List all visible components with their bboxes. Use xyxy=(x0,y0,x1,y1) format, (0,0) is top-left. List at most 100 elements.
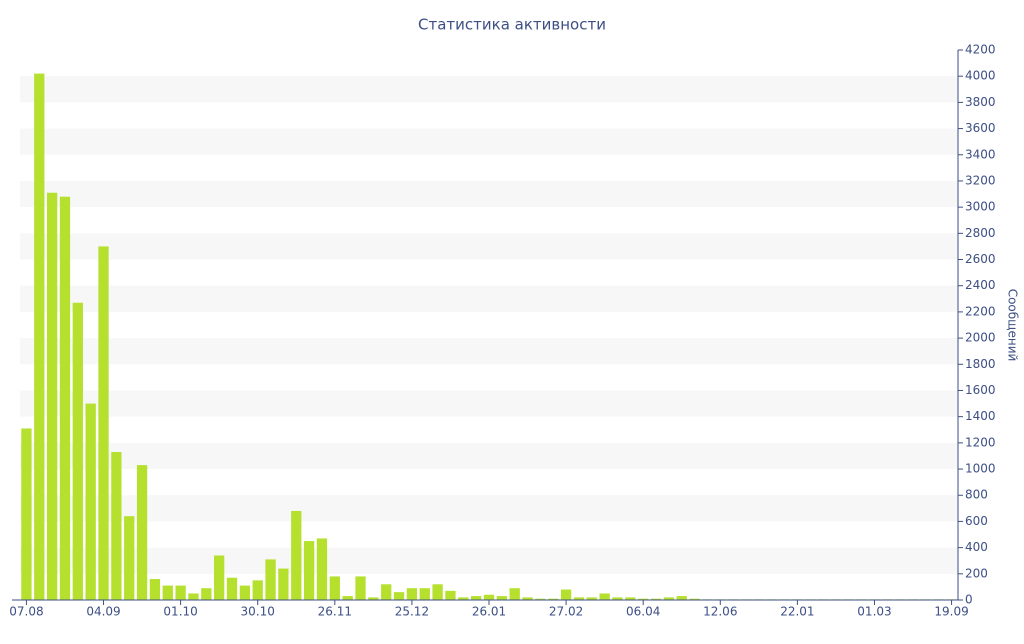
bar xyxy=(98,246,109,600)
grid-band xyxy=(20,285,958,312)
grid-band xyxy=(20,442,958,470)
y-tick-label: 1000 xyxy=(965,462,996,476)
y-tick-label: 1400 xyxy=(965,409,996,423)
bar xyxy=(124,516,135,600)
y-tick-label: 3400 xyxy=(965,147,996,161)
grid-band xyxy=(20,547,958,574)
bar xyxy=(522,597,533,600)
grid-band xyxy=(20,128,958,155)
bar xyxy=(368,597,379,600)
y-tick-label: 1800 xyxy=(965,357,996,371)
bar xyxy=(136,465,148,600)
y-tick-label: 400 xyxy=(965,540,988,554)
y-tick-label: 4200 xyxy=(965,43,996,57)
bar xyxy=(85,403,96,600)
y-tick-label: 1200 xyxy=(965,435,996,449)
bar xyxy=(496,596,507,600)
x-tick-label: 01.10 xyxy=(163,605,197,619)
y-tick-label: 0 xyxy=(965,593,973,607)
grid-band xyxy=(20,338,958,365)
bar xyxy=(509,588,520,600)
y-axis-title: Сообщений xyxy=(1006,289,1020,362)
bar xyxy=(201,588,212,600)
bar xyxy=(59,196,71,600)
bar xyxy=(560,589,572,600)
bar xyxy=(291,510,302,600)
bar xyxy=(406,588,418,600)
bar xyxy=(316,538,328,600)
bar xyxy=(419,588,430,600)
y-tick-label: 2800 xyxy=(965,226,996,240)
chart-title: Статистика активности xyxy=(418,16,606,34)
grid-band xyxy=(20,180,958,208)
y-tick-label: 3000 xyxy=(965,200,996,214)
bar xyxy=(342,596,353,600)
y-tick-label: 3200 xyxy=(965,173,996,187)
bar xyxy=(34,73,45,601)
y-tick-label: 1600 xyxy=(965,383,996,397)
bar xyxy=(650,598,662,600)
bar xyxy=(303,541,315,600)
bar xyxy=(638,598,649,600)
y-tick-label: 3800 xyxy=(965,95,996,109)
bar xyxy=(586,597,597,600)
bar xyxy=(329,576,340,600)
x-tick-label: 30.10 xyxy=(241,605,275,619)
bar xyxy=(612,597,623,600)
bar xyxy=(111,452,122,600)
y-tick-label: 2200 xyxy=(965,304,996,318)
bar xyxy=(188,593,199,600)
bar xyxy=(72,302,83,600)
y-tick-label: 800 xyxy=(965,488,988,502)
grid-band xyxy=(20,390,958,417)
bar xyxy=(252,580,263,600)
x-tick-label: 19.09 xyxy=(934,605,968,619)
x-tick-label: 26.01 xyxy=(472,605,506,619)
bar xyxy=(175,585,186,600)
x-tick-label: 06.04 xyxy=(626,605,660,619)
bar xyxy=(599,593,610,600)
bar xyxy=(162,585,173,600)
y-tick-label: 200 xyxy=(965,566,988,580)
y-tick-label: 3600 xyxy=(965,121,996,135)
y-tick-label: 2000 xyxy=(965,331,996,345)
bar xyxy=(458,597,469,600)
bar xyxy=(21,428,32,600)
bar xyxy=(483,594,495,600)
bar xyxy=(676,596,687,600)
grid-band xyxy=(20,76,958,103)
y-tick-label: 600 xyxy=(965,514,988,528)
bar xyxy=(381,584,392,600)
x-tick-label: 26.11 xyxy=(318,605,352,619)
bar xyxy=(445,590,456,600)
y-tick-label: 4000 xyxy=(965,69,996,83)
bar xyxy=(393,592,405,600)
bar xyxy=(432,584,443,600)
grid-band xyxy=(20,495,958,522)
bar xyxy=(149,579,161,600)
bar xyxy=(663,597,675,600)
y-tick-label: 2600 xyxy=(965,252,996,266)
x-tick-label: 27.02 xyxy=(549,605,583,619)
x-tick-label: 01.03 xyxy=(857,605,891,619)
bar xyxy=(548,598,559,600)
x-tick-label: 12.06 xyxy=(703,605,737,619)
bar xyxy=(46,192,58,600)
grid-band xyxy=(20,233,958,260)
bar xyxy=(265,559,276,600)
x-tick-label: 22.01 xyxy=(780,605,814,619)
y-tick-label: 2400 xyxy=(965,278,996,292)
bar xyxy=(573,597,585,600)
bar xyxy=(689,598,700,600)
bar xyxy=(535,598,546,600)
x-tick-label: 25.12 xyxy=(395,605,429,619)
x-tick-label: 07.08 xyxy=(9,605,43,619)
bar xyxy=(214,555,225,600)
bar xyxy=(278,568,289,600)
x-tick-label: 04.09 xyxy=(86,605,120,619)
bar xyxy=(355,576,366,600)
bar xyxy=(625,597,636,600)
bar xyxy=(471,596,482,600)
